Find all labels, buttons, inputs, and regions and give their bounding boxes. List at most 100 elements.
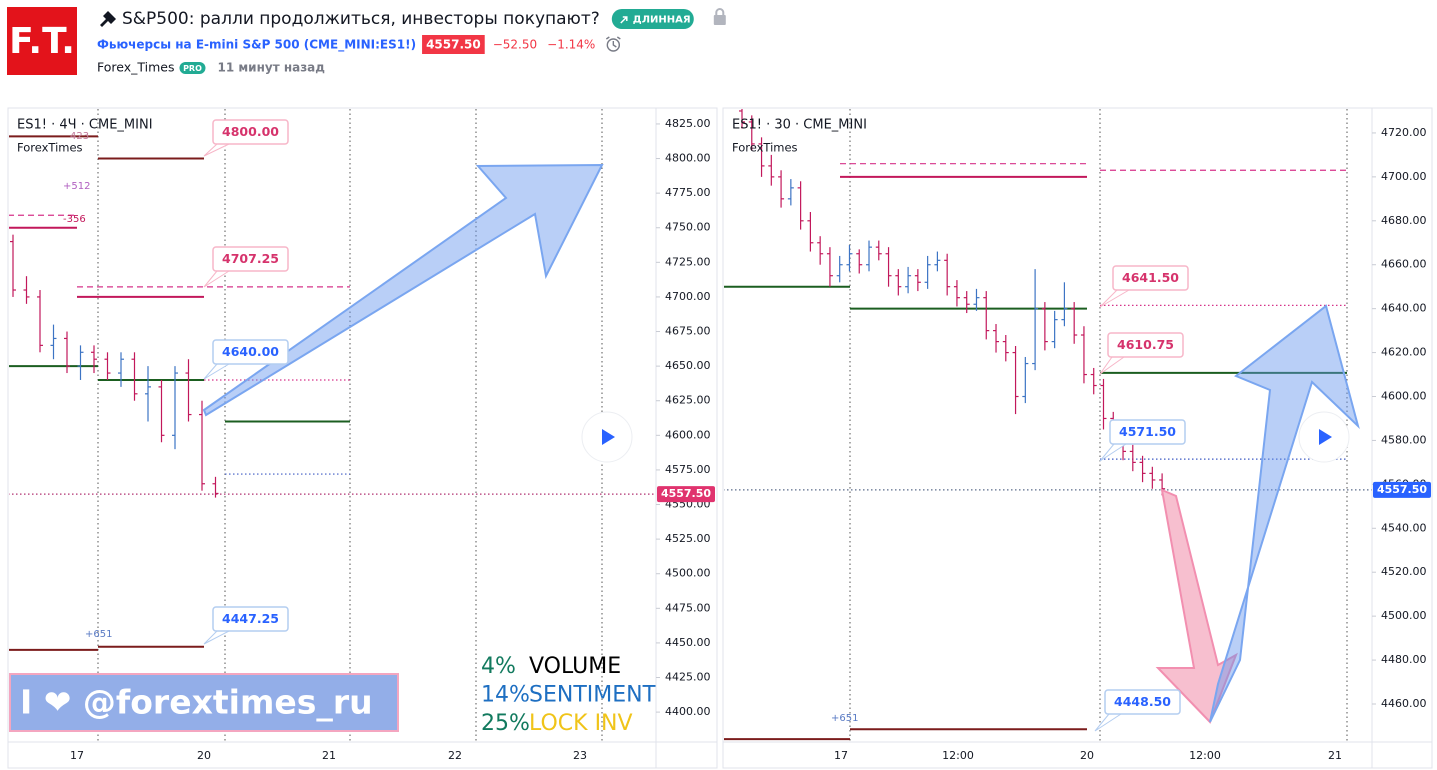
level-note: +512	[63, 181, 90, 192]
badge-bg	[611, 9, 694, 29]
ohlc-bar	[50, 324, 57, 360]
ohlc-bar	[1149, 466, 1156, 489]
y-tick-label: 4650.00	[665, 359, 711, 372]
play-icon	[602, 429, 615, 445]
ohlc-bar	[1041, 302, 1048, 351]
y-tick-label: 4625.00	[665, 394, 711, 407]
stats: 4% VOLUME 14% SENTIMENT 25% LOCK INV	[481, 654, 656, 736]
y-tick-label: 4725.00	[665, 255, 711, 268]
y-tick-label: 4700.00	[665, 290, 711, 303]
price: 4557.50	[426, 38, 481, 52]
x-tick-label: 20	[1080, 749, 1094, 762]
ohlc-bar	[866, 240, 873, 272]
ohlc-bar	[924, 255, 931, 289]
author[interactable]: Forex_Times	[97, 60, 174, 75]
callout-box	[212, 246, 289, 272]
callout-label: 4571.50	[1119, 424, 1176, 439]
play-button[interactable]	[581, 411, 633, 463]
arrow-up	[1209, 304, 1360, 723]
y-tick-label: 4400.00	[665, 705, 711, 718]
ohlc-bar	[145, 366, 151, 422]
x-tick-label: 23	[573, 749, 587, 762]
chart-symbol: ES1! · 30 · CME_MINI	[732, 118, 867, 133]
alarm-icon[interactable]	[605, 36, 621, 52]
play-button[interactable]	[1298, 411, 1350, 463]
ohlc-bar	[1100, 378, 1107, 430]
ohlc-bar	[993, 324, 1000, 353]
change: −52.50	[493, 38, 537, 52]
y-tick-label: 4500.00	[1381, 609, 1427, 622]
y-tick-label: 4775.00	[665, 186, 711, 199]
badge-text: ДЛИННАЯ	[633, 15, 691, 26]
ohlc-bar	[739, 109, 745, 129]
ohlc-bar	[185, 359, 192, 422]
callout-box	[212, 606, 289, 632]
ohlc-bar	[944, 253, 951, 296]
ohlc-bar	[856, 249, 863, 274]
ohlc-bar	[1012, 345, 1019, 415]
ohlc-bar	[895, 269, 902, 296]
panel-right	[722, 107, 1433, 769]
study-name: ForexTimes	[17, 141, 83, 155]
stat-pct: 25%	[481, 711, 530, 736]
symbol-link[interactable]: Фьючерсы на E-mini S&P 500 (CME_MINI:ES1…	[97, 38, 416, 53]
y-tick-label: 4720.00	[1381, 126, 1427, 139]
ohlc-bar	[212, 476, 219, 498]
ohlc-bar	[846, 244, 853, 272]
y-tick-label: 4580.00	[1381, 433, 1427, 446]
ohlc-bar	[758, 137, 765, 177]
ohlc-bar	[1139, 455, 1146, 483]
ohlc-bar	[1051, 310, 1058, 349]
ohlc-bar	[817, 236, 824, 265]
callout-label: 4448.50	[1114, 694, 1171, 709]
y-tick-label: 4525.00	[665, 532, 711, 545]
x-tick-label: 21	[322, 749, 336, 762]
x-tick-label: 12:00	[942, 749, 974, 762]
price-badge	[422, 35, 485, 54]
ohlc-bar	[905, 266, 912, 294]
callout-label: 4641.50	[1122, 270, 1179, 285]
y-tick-label: 4520.00	[1381, 565, 1427, 578]
change-pct: −1.14%	[547, 38, 595, 52]
ohlc-bar	[104, 352, 111, 380]
ohlc-bar	[875, 240, 882, 261]
y-tick-label: 4800.00	[665, 152, 711, 165]
callout-pointer	[203, 363, 230, 380]
last-price-tag	[657, 486, 715, 503]
banner-bg	[9, 673, 399, 732]
y-tick-label: 4825.00	[665, 117, 711, 130]
ohlc-bar	[91, 345, 97, 374]
callout-label: 4610.75	[1117, 337, 1174, 352]
x-tick-label: 12:00	[1189, 749, 1221, 762]
ohlc-bar	[836, 255, 843, 283]
long-badge: ДЛИННАЯ	[611, 9, 694, 29]
callout-pointer	[203, 143, 230, 157]
y-tick-label: 4660.00	[1381, 258, 1427, 271]
ohlc-bar	[885, 247, 892, 287]
callout-label: 4640.00	[222, 344, 279, 359]
x-tick-label: 20	[197, 749, 211, 762]
stat-pct: 14%	[481, 683, 530, 708]
ohlc-bar	[172, 366, 178, 450]
callout-label: 4800.00	[222, 124, 279, 139]
last-price-label: 4557.50	[1377, 483, 1427, 496]
ohlc-bar	[118, 352, 124, 387]
y-tick-label: 4425.00	[665, 671, 711, 684]
callout-box	[212, 339, 289, 365]
ohlc-bar	[934, 251, 941, 272]
ohlc-bar	[1129, 444, 1136, 472]
callout-label: 4707.25	[222, 251, 279, 266]
level-note: 423	[70, 131, 89, 142]
lock-icon	[713, 8, 726, 25]
ohlc-bar	[158, 379, 165, 443]
ohlc-bar	[1022, 356, 1029, 404]
callout-label: 4447.25	[222, 611, 279, 626]
ohlc-bar	[807, 212, 814, 252]
callout-box	[1109, 419, 1186, 445]
idea-title: S&P500: ралли продолжиться, инвесторы по…	[122, 9, 600, 29]
callout-box	[1112, 265, 1189, 291]
x-tick-label: 17	[70, 749, 84, 762]
level-note: +651	[831, 713, 858, 724]
panel-left	[7, 107, 718, 769]
